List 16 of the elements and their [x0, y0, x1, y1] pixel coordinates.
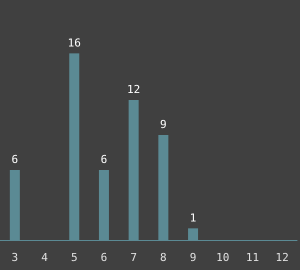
data-label: 9	[160, 118, 167, 131]
x-tick-label: 3	[12, 251, 18, 264]
x-tick-label: 7	[130, 251, 137, 264]
data-label: 1	[190, 211, 196, 224]
x-tick-label: 8	[160, 251, 167, 264]
x-tick-label: 5	[70, 251, 78, 264]
x-tick-label: 4	[41, 251, 48, 264]
data-label: 12	[127, 83, 140, 96]
data-label: 6	[12, 153, 18, 166]
x-tick-label: 11	[246, 251, 260, 264]
x-tick-label: 10	[216, 251, 230, 264]
data-label: 16	[68, 36, 81, 50]
x-tick-label: 6	[100, 251, 108, 264]
data-label: 6	[100, 153, 108, 166]
x-tick-label: 12	[276, 251, 289, 264]
x-tick-label: 9	[190, 251, 196, 264]
